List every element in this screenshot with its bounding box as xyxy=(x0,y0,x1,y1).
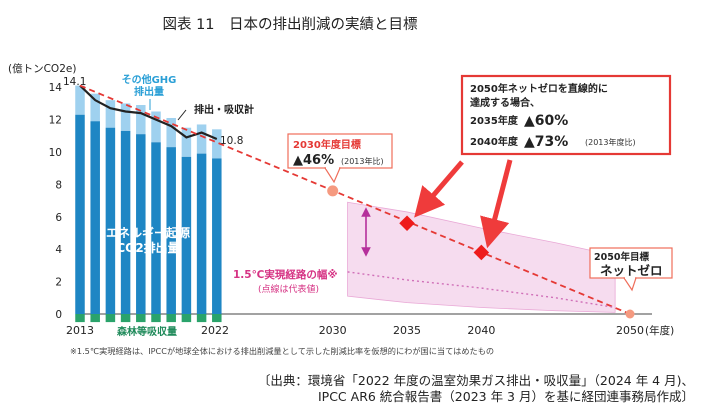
x-tick-label: 2040 xyxy=(467,324,495,337)
bar-other-ghg xyxy=(105,100,116,128)
y-tick-label: 4 xyxy=(55,244,62,256)
bar-other-ghg xyxy=(212,129,222,159)
x-tick-label: 2030 xyxy=(319,324,347,337)
bar-other-ghg xyxy=(75,85,85,115)
footnote: ※1.5℃実現経路は、IPCCが地球全体における排出削減量として示した削減比率を… xyxy=(70,346,494,356)
bar-energy-co2 xyxy=(212,158,222,314)
pathway-note: (点線は代表値) xyxy=(258,283,319,295)
axes: 0 2 4 6 8 10 12 14 2013 2022 2030 2035 2040 2050 xyxy=(49,82,652,337)
bar-forest-sink xyxy=(105,314,116,323)
x-axis-label: (年度) xyxy=(645,324,674,337)
target-2050-pointer xyxy=(622,277,637,292)
scenario-2040-year: 2040年度 xyxy=(470,135,519,148)
scenario-heading: 2050年ネットゼロを直線的に xyxy=(470,82,608,95)
scenario-box xyxy=(460,74,672,156)
y-tick-label: 12 xyxy=(49,115,62,127)
bar-energy-co2 xyxy=(90,121,100,314)
y-tick-label: 6 xyxy=(55,212,62,224)
chart-title: 図表 11 日本の排出削減の実績と目標 xyxy=(162,16,418,33)
y-tick-label: 10 xyxy=(49,147,62,159)
bar-energy-co2 xyxy=(136,134,146,314)
bar-other-ghg xyxy=(136,105,146,135)
pathway-dotted-line xyxy=(347,271,616,309)
callouts: 14.1 10.8 その他GHG排出量排出・吸収計エネルギー起源CO2排出量森林等吸… xyxy=(63,73,673,338)
bar-other-ghg xyxy=(196,124,207,154)
bar-forest-sink xyxy=(151,314,161,323)
target-2030-note: (2013年比) xyxy=(341,156,384,166)
label-net-line: 排出・吸収計 xyxy=(194,103,254,116)
y-tick-label: 8 xyxy=(55,179,62,191)
leader-net-line xyxy=(177,109,187,121)
y-tick-label: 0 xyxy=(55,309,62,321)
target-2030-value: ▲46% xyxy=(293,153,334,168)
x-tick-label: 2013 xyxy=(66,324,94,337)
target-2050-value: ネットゼロ xyxy=(600,263,663,278)
label-other-ghg: その他GHG xyxy=(122,73,177,86)
target-2050-box xyxy=(589,247,673,279)
label-end-value: 10.8 xyxy=(220,135,243,147)
bar-forest-sink xyxy=(75,314,85,323)
x-tick-label: 2022 xyxy=(201,324,229,337)
arrow-to-2040 xyxy=(480,159,513,249)
label-other-ghg: 排出量 xyxy=(134,85,164,98)
scenario-2040-note: (2013年度比) xyxy=(585,137,636,147)
marker-2050 xyxy=(625,309,635,319)
bar-other-ghg xyxy=(90,93,100,122)
bar-energy-co2 xyxy=(75,114,85,315)
bar-energy-co2 xyxy=(120,130,131,314)
bar-forest-sink xyxy=(136,314,146,323)
scenario-heading: 達成する場合、 xyxy=(470,96,540,109)
bar-energy-co2 xyxy=(166,147,176,314)
target-2030-title: 2030年度目標 xyxy=(293,138,361,151)
bar-forest-sink xyxy=(90,314,100,323)
y-tick-label: 2 xyxy=(55,277,62,289)
bar-energy-co2 xyxy=(181,156,192,314)
marker-2030 xyxy=(327,185,339,197)
bar-forest-sink xyxy=(120,314,131,323)
target-2030-pointer xyxy=(323,167,341,184)
bar-energy-co2 xyxy=(196,153,207,314)
bar-energy-co2 xyxy=(151,142,161,314)
arrow-to-2035 xyxy=(414,160,464,218)
target-2030-box xyxy=(287,133,393,169)
label-start-value: 14.1 xyxy=(63,76,86,88)
target-2050-title: 2050年目標 xyxy=(594,251,649,263)
label-sink: 森林等吸収量 xyxy=(116,325,177,338)
y-axis-label: (億トンCO2e) xyxy=(8,62,76,75)
scenario-2040-value: ▲73% xyxy=(524,134,568,150)
bar-forest-sink xyxy=(196,314,207,323)
bar-energy-co2 xyxy=(105,127,116,314)
bar-other-ghg xyxy=(151,111,161,143)
bar-forest-sink xyxy=(166,314,176,323)
bar-forest-sink xyxy=(181,314,192,323)
scenario-2035-value: ▲60% xyxy=(524,113,568,129)
y-tick-label: 14 xyxy=(49,82,63,94)
bar-other-ghg xyxy=(120,103,131,131)
label-energy: CO2排出量 xyxy=(116,240,179,255)
net-emissions-line xyxy=(79,84,218,141)
scenario-2035-year: 2035年度 xyxy=(470,114,519,127)
marker-2035 xyxy=(399,215,415,232)
source-line-2: IPCC AR6 統合報告書（2023 年 3 月）を基に経団連事務局作成〕 xyxy=(317,389,694,404)
x-tick-label: 2035 xyxy=(393,324,421,337)
bar-forest-sink xyxy=(212,314,222,323)
source-line-1: 〔出典：環境省「2022 年度の温室効果ガス排出・吸収量」（2024 年 4 月… xyxy=(257,373,694,388)
bars xyxy=(75,85,222,323)
bar-other-ghg xyxy=(181,127,192,157)
pathway-title: 1.5℃実現経路の幅※ xyxy=(233,268,338,281)
bar-other-ghg xyxy=(166,117,176,148)
x-tick-label: 2050 xyxy=(616,324,644,337)
label-energy: エネルギー起源 xyxy=(106,225,190,240)
